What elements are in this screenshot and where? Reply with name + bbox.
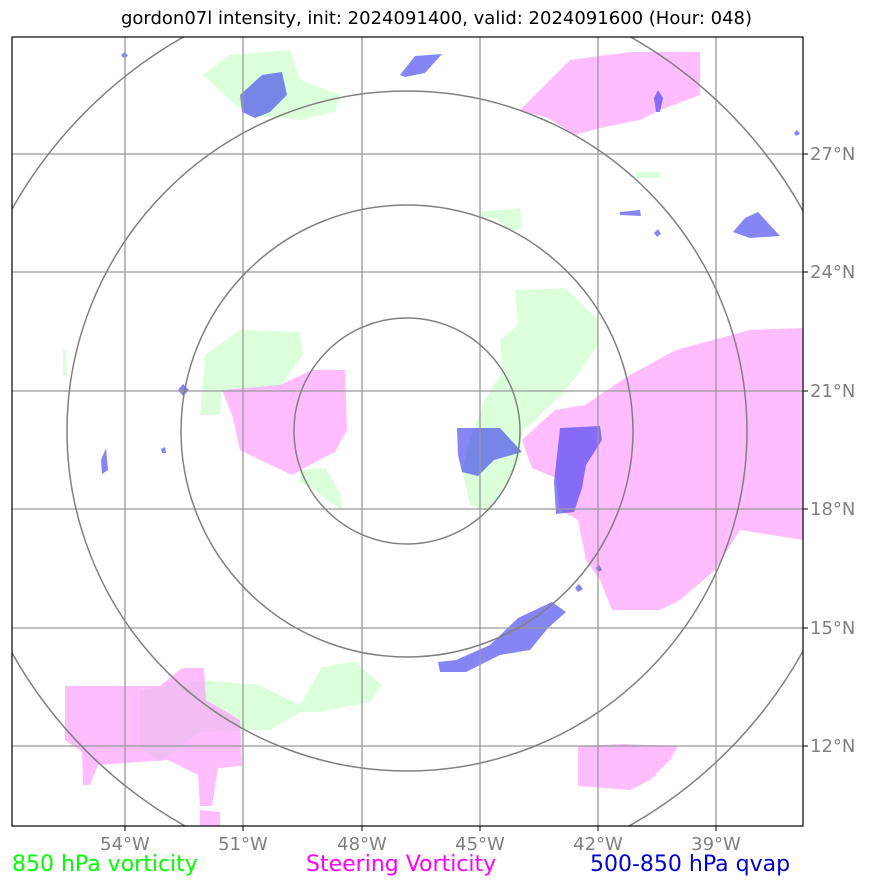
legend-qvap: 500-850 hPa qvap — [590, 852, 791, 877]
steer-vort-region — [222, 370, 347, 475]
lon-label: 51°W — [218, 834, 268, 855]
steering-vorticity-layer — [65, 52, 803, 826]
map-plot-area — [12, 37, 803, 826]
lat-label: 12°N — [810, 736, 855, 757]
lat-label: 15°N — [810, 618, 855, 639]
lat-label: 18°N — [810, 499, 855, 520]
qvap-region — [161, 447, 166, 453]
vort850-region — [200, 330, 303, 415]
qvap-region — [178, 384, 189, 396]
lat-label: 21°N — [810, 381, 855, 402]
qvap-region — [620, 210, 641, 216]
map-title: gordon07l intensity, init: 2024091400, v… — [120, 8, 753, 29]
steer-vort-region — [522, 328, 803, 610]
lon-label: 42°W — [573, 834, 623, 855]
lat-label: 24°N — [810, 262, 855, 283]
steer-vort-region — [200, 810, 220, 826]
qvap-region — [457, 428, 522, 476]
range-ring — [66, 90, 748, 772]
qvap-region — [438, 602, 566, 672]
vort850-region — [63, 350, 67, 375]
qvap-region — [240, 72, 287, 118]
qvap-region — [575, 584, 583, 592]
lat-labels: 27°N 24°N 21°N 18°N 15°N 12°N — [810, 144, 855, 757]
qvap-region — [794, 130, 800, 136]
lon-label: 48°W — [337, 834, 387, 855]
lon-label: 45°W — [455, 834, 505, 855]
qvap-region — [554, 426, 602, 514]
steer-vort-region — [520, 52, 700, 135]
lon-label: 39°W — [691, 834, 741, 855]
range-rings — [12, 37, 803, 826]
qvap-layer — [101, 52, 800, 672]
vort850-region — [480, 208, 522, 232]
vort850-region — [300, 468, 342, 510]
vort850-region — [636, 172, 660, 178]
range-ring — [293, 317, 521, 545]
qvap-region — [654, 90, 663, 112]
range-ring — [180, 204, 634, 658]
lat-label: 27°N — [810, 144, 855, 165]
qvap-region — [654, 229, 661, 237]
lon-label: 54°W — [100, 834, 150, 855]
qvap-region — [400, 54, 442, 77]
qvap-region — [101, 448, 108, 474]
legend-850-vorticity: 850 hPa vorticity — [12, 852, 198, 877]
steer-vort-region — [578, 744, 678, 790]
axis-ticks — [124, 153, 808, 831]
legend-steering-vorticity: Steering Vorticity — [306, 852, 497, 877]
map-frame — [11, 36, 804, 827]
graticule — [12, 37, 803, 826]
steer-vort-region — [65, 668, 242, 806]
lon-labels: 54°W 51°W 48°W 45°W 42°W 39°W — [100, 834, 741, 855]
qvap-region — [733, 212, 780, 238]
